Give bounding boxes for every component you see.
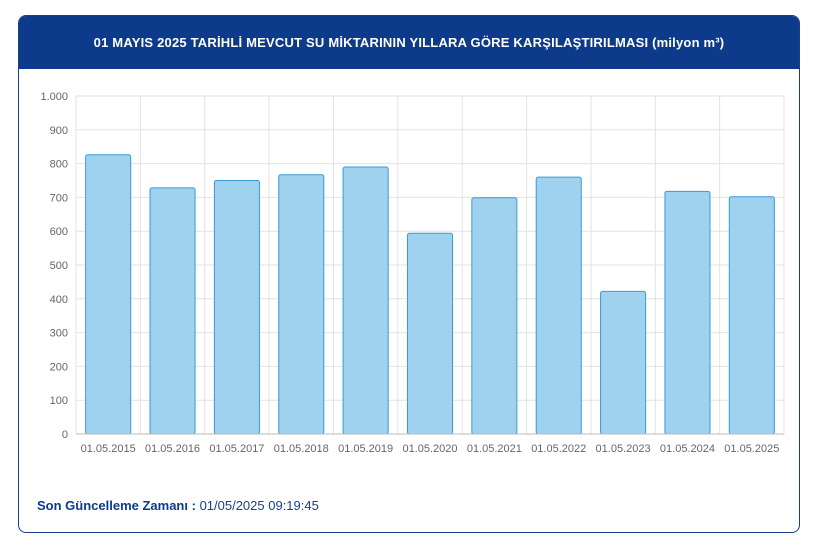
bar: [728, 196, 775, 435]
chart-card: 01 MAYIS 2025 TARİHLİ MEVCUT SU MİKTARIN…: [18, 15, 800, 533]
y-tick-label: 1.000: [40, 91, 68, 103]
x-tick-label: 01.05.2019: [338, 443, 393, 455]
x-tick-label: 01.05.2023: [596, 443, 651, 455]
bar: [149, 187, 196, 435]
x-tick-label: 01.05.2022: [531, 443, 586, 455]
x-tick-label: 01.05.2024: [660, 443, 715, 455]
y-tick-label: 900: [50, 125, 68, 137]
x-tick-label: 01.05.2018: [274, 443, 329, 455]
y-tick-label: 600: [50, 226, 68, 238]
last-update-value: 01/05/2025 09:19:45: [199, 498, 319, 513]
chart-area: 0 100 200 300 400 500 600 700 800 900 1.000 01.05.2…: [19, 69, 799, 469]
bar: [213, 180, 260, 435]
x-tick-label: 01.05.2017: [209, 443, 264, 455]
bar: [406, 232, 454, 435]
y-tick-label: 500: [50, 260, 68, 272]
x-tick-label: 01.05.2021: [467, 443, 522, 455]
y-tick-label: 0: [62, 429, 68, 441]
bar: [600, 290, 647, 435]
y-tick-label: 100: [50, 395, 68, 407]
bar: [664, 190, 711, 435]
y-tick-label: 400: [50, 294, 68, 306]
x-tick-label: 01.05.2025: [724, 443, 779, 455]
y-tick-label: 200: [50, 361, 68, 373]
y-tick-label: 300: [50, 328, 68, 340]
x-tick-label: 01.05.2020: [402, 443, 457, 455]
bar: [85, 154, 132, 435]
bar: [471, 197, 518, 435]
x-tick-label: 01.05.2016: [145, 443, 200, 455]
bar: [278, 174, 325, 435]
bar: [535, 176, 582, 435]
bar-chart: 0 100 200 300 400 500 600 700 800 900 1.000 01.05.2…: [40, 91, 785, 455]
chart-title: 01 MAYIS 2025 TARİHLİ MEVCUT SU MİKTARIN…: [19, 16, 799, 69]
last-update: Son Güncelleme Zamanı : 01/05/2025 09:19…: [37, 498, 319, 513]
y-tick-label: 700: [50, 192, 68, 204]
last-update-label: Son Güncelleme Zamanı :: [37, 498, 196, 513]
y-tick-label: 800: [50, 159, 68, 171]
bar: [342, 166, 389, 435]
x-tick-label: 01.05.2015: [81, 443, 136, 455]
